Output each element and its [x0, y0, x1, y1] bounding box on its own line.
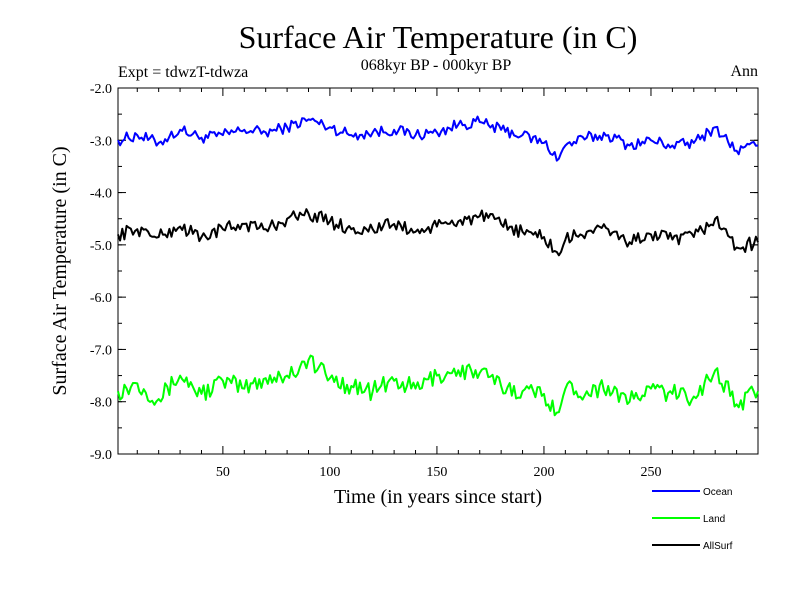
y-tick-label: -5.0: [90, 239, 112, 254]
y-tick-label: -2.0: [90, 82, 112, 97]
chart-subtitle: 068kyr BP - 000kyr BP: [361, 57, 512, 74]
x-tick-label: 250: [640, 465, 661, 480]
x-tick-label: 150: [426, 465, 447, 480]
season-label: Ann: [730, 63, 758, 80]
legend-label-land: Land: [703, 514, 725, 525]
x-tick-label: 50: [216, 465, 230, 480]
y-tick-label: -3.0: [90, 134, 112, 149]
y-tick-label: -8.0: [90, 396, 112, 411]
x-axis-label: Time (in years since start): [334, 486, 542, 508]
x-axis: 50 100 150 200 250: [136, 88, 738, 480]
y-tick-label: -9.0: [90, 448, 112, 463]
legend-label-allsurf: AllSurf: [703, 541, 733, 552]
series-lines: [117, 115, 759, 417]
x-tick-label: 100: [319, 465, 340, 480]
series-line-ocean: [117, 115, 759, 162]
chart-title: Surface Air Temperature (in C): [239, 19, 638, 55]
y-axis: -2.0 -3.0 -4.0 -5.0 -6.0 -7.0 -8.0 -9.0: [90, 82, 758, 463]
y-tick-label: -6.0: [90, 291, 112, 306]
legend: Ocean Land AllSurf: [652, 487, 733, 552]
y-tick-label: -7.0: [90, 343, 112, 358]
y-tick-label: -4.0: [90, 187, 112, 202]
x-tick-label: 200: [533, 465, 554, 480]
series-line-allsurf: [117, 208, 759, 257]
series-line-land: [117, 354, 759, 417]
experiment-label: Expt = tdwzT-tdwza: [118, 64, 248, 81]
legend-label-ocean: Ocean: [703, 487, 732, 498]
y-axis-label: Surface Air Temperature (in C): [49, 146, 71, 395]
